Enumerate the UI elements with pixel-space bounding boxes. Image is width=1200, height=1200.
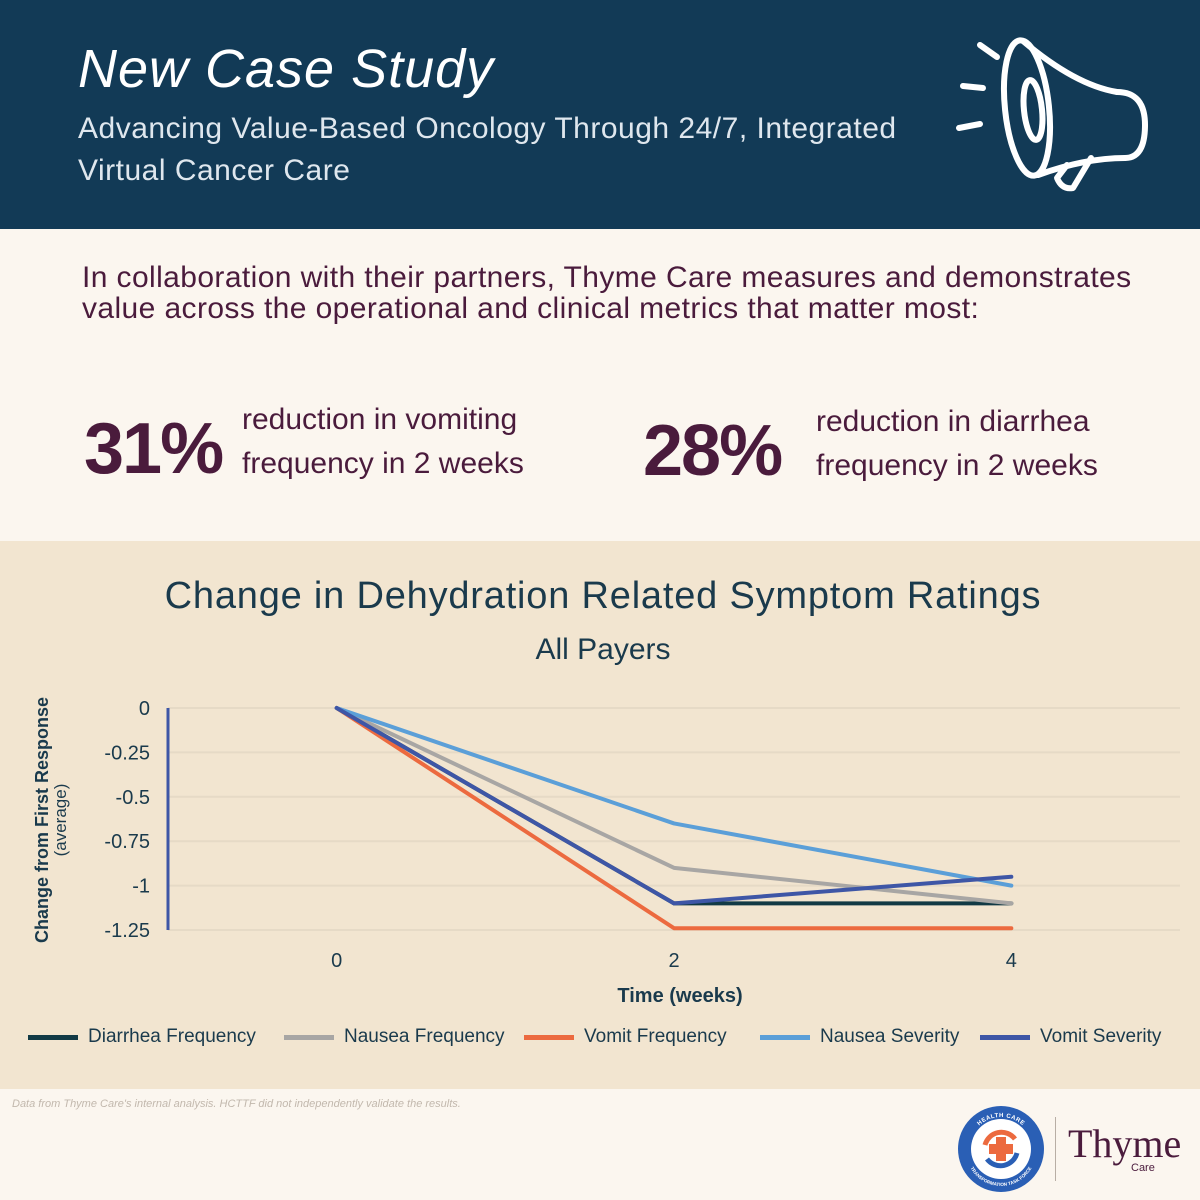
hcttf-badge-logo: HEALTH CARE TRANSFORMATION TASK FORCE: [958, 1106, 1044, 1192]
legend-label: Vomit Frequency: [584, 1026, 727, 1047]
logo-divider: [1055, 1117, 1056, 1181]
page-title: New Case Study: [78, 39, 495, 99]
series-line-vomit-frequency: [334, 706, 1014, 931]
y-tick-label: -0.25: [104, 742, 150, 764]
legend-swatch: [760, 1034, 810, 1040]
header-banner: [0, 0, 1200, 229]
page-subtitle: Advancing Value-Based Oncology Through 2…: [78, 112, 897, 187]
legend-label: Diarrhea Frequency: [88, 1026, 256, 1047]
chart-subtitle: All Payers: [535, 633, 671, 666]
stat-text-vomiting: reduction in vomiting frequency in 2 wee…: [242, 398, 524, 486]
stat-line: frequency in 2 weeks: [816, 449, 1098, 482]
series-line-vomit-severity: [334, 706, 1014, 906]
legend-label: Nausea Frequency: [344, 1026, 505, 1047]
stat-value-diarrhea: 28%: [643, 411, 783, 491]
line-chart: 0 -0.25 -0.5 -0.75 -1 -1.25 0 2 4: [104, 698, 1180, 972]
y-tick-label: -0.5: [116, 787, 150, 809]
stat-text-diarrhea: reduction in diarrhea frequency in 2 wee…: [816, 400, 1098, 488]
legend-swatch: [28, 1034, 78, 1040]
stat-line: reduction in vomiting: [242, 403, 518, 436]
chart-legend: Diarrhea Frequency Nausea Frequency Vomi…: [28, 1026, 1188, 1056]
x-tick-label: 2: [668, 950, 679, 972]
legend-label: Nausea Severity: [820, 1026, 960, 1047]
megaphone-icon: [956, 37, 1148, 192]
series-line-diarrhea-frequency: [334, 706, 1014, 906]
legend-item: Nausea Severity: [760, 1026, 959, 1048]
legend-item: Vomit Frequency: [524, 1026, 727, 1048]
legend-swatch: [980, 1034, 1030, 1040]
legend-item: Nausea Frequency: [284, 1026, 505, 1048]
stat-value-vomiting: 31%: [84, 409, 224, 489]
x-tick-label: 4: [1006, 950, 1017, 972]
footnote: Data from Thyme Care's internal analysis…: [12, 1098, 461, 1110]
y-tick-label: -1.25: [104, 920, 150, 942]
y-tick-label: -1: [132, 876, 150, 898]
series-line-nausea-frequency: [334, 706, 1014, 906]
stat-line: reduction in diarrhea: [816, 405, 1090, 438]
stat-line: frequency in 2 weeks: [242, 447, 524, 480]
y-tick-label: -0.75: [104, 831, 150, 853]
legend-label: Vomit Severity: [1040, 1026, 1162, 1047]
brand-name: Thyme: [1068, 1121, 1182, 1166]
intro-paragraph: In collaboration with their partners, Th…: [82, 261, 1132, 325]
legend-swatch: [524, 1034, 574, 1040]
chart-panel: [0, 541, 1200, 1089]
x-axis-title: Time (weeks): [617, 985, 743, 1007]
series-line-nausea-severity: [334, 706, 1014, 888]
y-tick-label: 0: [139, 698, 150, 720]
x-tick-label: 0: [331, 950, 342, 972]
legend-item: Diarrhea Frequency: [28, 1026, 256, 1048]
chart-title: Change in Dehydration Related Symptom Ra…: [164, 575, 1042, 617]
legend-swatch: [284, 1034, 334, 1040]
legend-item: Vomit Severity: [980, 1026, 1161, 1048]
brand-sub: Care: [1131, 1162, 1155, 1174]
